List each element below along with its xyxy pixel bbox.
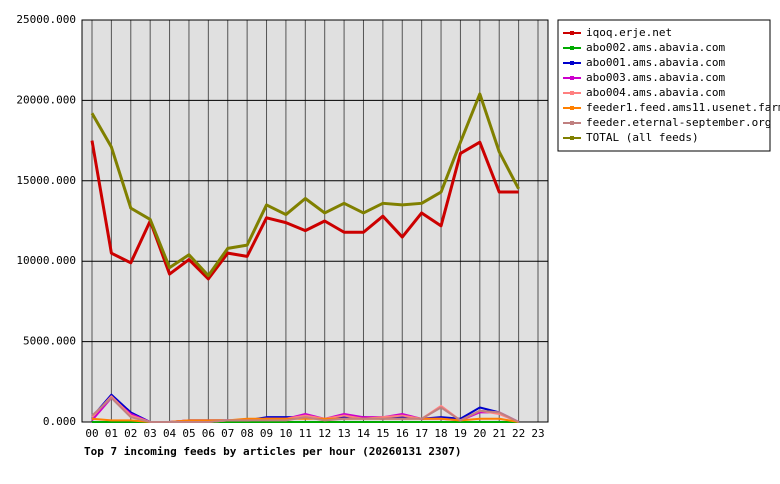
legend-label: abo001.ams.abavia.com xyxy=(586,56,725,69)
x-tick-label: 02 xyxy=(124,427,137,440)
x-tick-label: 19 xyxy=(454,427,467,440)
x-tick-label: 08 xyxy=(241,427,254,440)
legend-marker xyxy=(570,46,574,50)
series-line xyxy=(90,140,519,281)
x-tick-label: 01 xyxy=(105,427,118,440)
x-tick-label: 07 xyxy=(221,427,234,440)
y-tick-label: 15000.000 xyxy=(16,174,76,187)
legend-box xyxy=(557,19,771,152)
x-tick-label: 03 xyxy=(144,427,157,440)
legend-label: feeder.eternal-september.org xyxy=(586,116,771,129)
x-tick-label: 20 xyxy=(473,427,486,440)
y-tick-label: 20000.000 xyxy=(16,93,76,106)
x-tick-label: 23 xyxy=(531,427,544,440)
x-tick-label: 14 xyxy=(357,427,371,440)
legend-label: feeder1.feed.ams11.usenet.farm xyxy=(586,101,780,114)
x-tick-label: 09 xyxy=(260,427,273,440)
x-tick-label: 00 xyxy=(85,427,98,440)
legend-marker xyxy=(570,91,574,95)
legend-label: abo004.ams.abavia.com xyxy=(586,86,725,99)
y-tick-label: 10000.000 xyxy=(16,254,76,267)
x-tick-label: 16 xyxy=(396,427,409,440)
x-tick-label: 21 xyxy=(493,427,506,440)
legend-label: abo002.ams.abavia.com xyxy=(586,41,725,54)
x-tick-label: 10 xyxy=(279,427,292,440)
y-tick-label: 0.000 xyxy=(43,415,76,428)
x-tick-label: 05 xyxy=(182,427,195,440)
legend-label: abo003.ams.abavia.com xyxy=(586,71,725,84)
chart-title: Top 7 incoming feeds by articles per hou… xyxy=(84,445,462,458)
legend-marker xyxy=(570,61,574,65)
series-line xyxy=(90,92,520,278)
legend-marker xyxy=(570,106,574,110)
legend-label: TOTAL (all feeds) xyxy=(586,131,699,144)
series-line xyxy=(91,396,520,423)
y-tick-label: 5000.000 xyxy=(23,335,76,348)
legend-marker xyxy=(570,121,574,125)
x-tick-label: 13 xyxy=(337,427,350,440)
x-tick-label: 15 xyxy=(376,427,389,440)
legend-marker xyxy=(570,31,574,35)
x-tick-label: 22 xyxy=(512,427,525,440)
x-tick-label: 11 xyxy=(299,427,312,440)
x-tick-label: 18 xyxy=(434,427,447,440)
x-tick-label: 04 xyxy=(163,427,177,440)
x-tick-label: 17 xyxy=(415,427,428,440)
y-tick-label: 25000.000 xyxy=(16,13,76,26)
legend-label: iqoq.erje.net xyxy=(586,26,672,39)
legend-marker xyxy=(570,76,574,80)
x-tick-label: 12 xyxy=(318,427,331,440)
x-tick-label: 06 xyxy=(202,427,215,440)
plot-area xyxy=(81,19,549,423)
legend-marker xyxy=(570,136,574,140)
